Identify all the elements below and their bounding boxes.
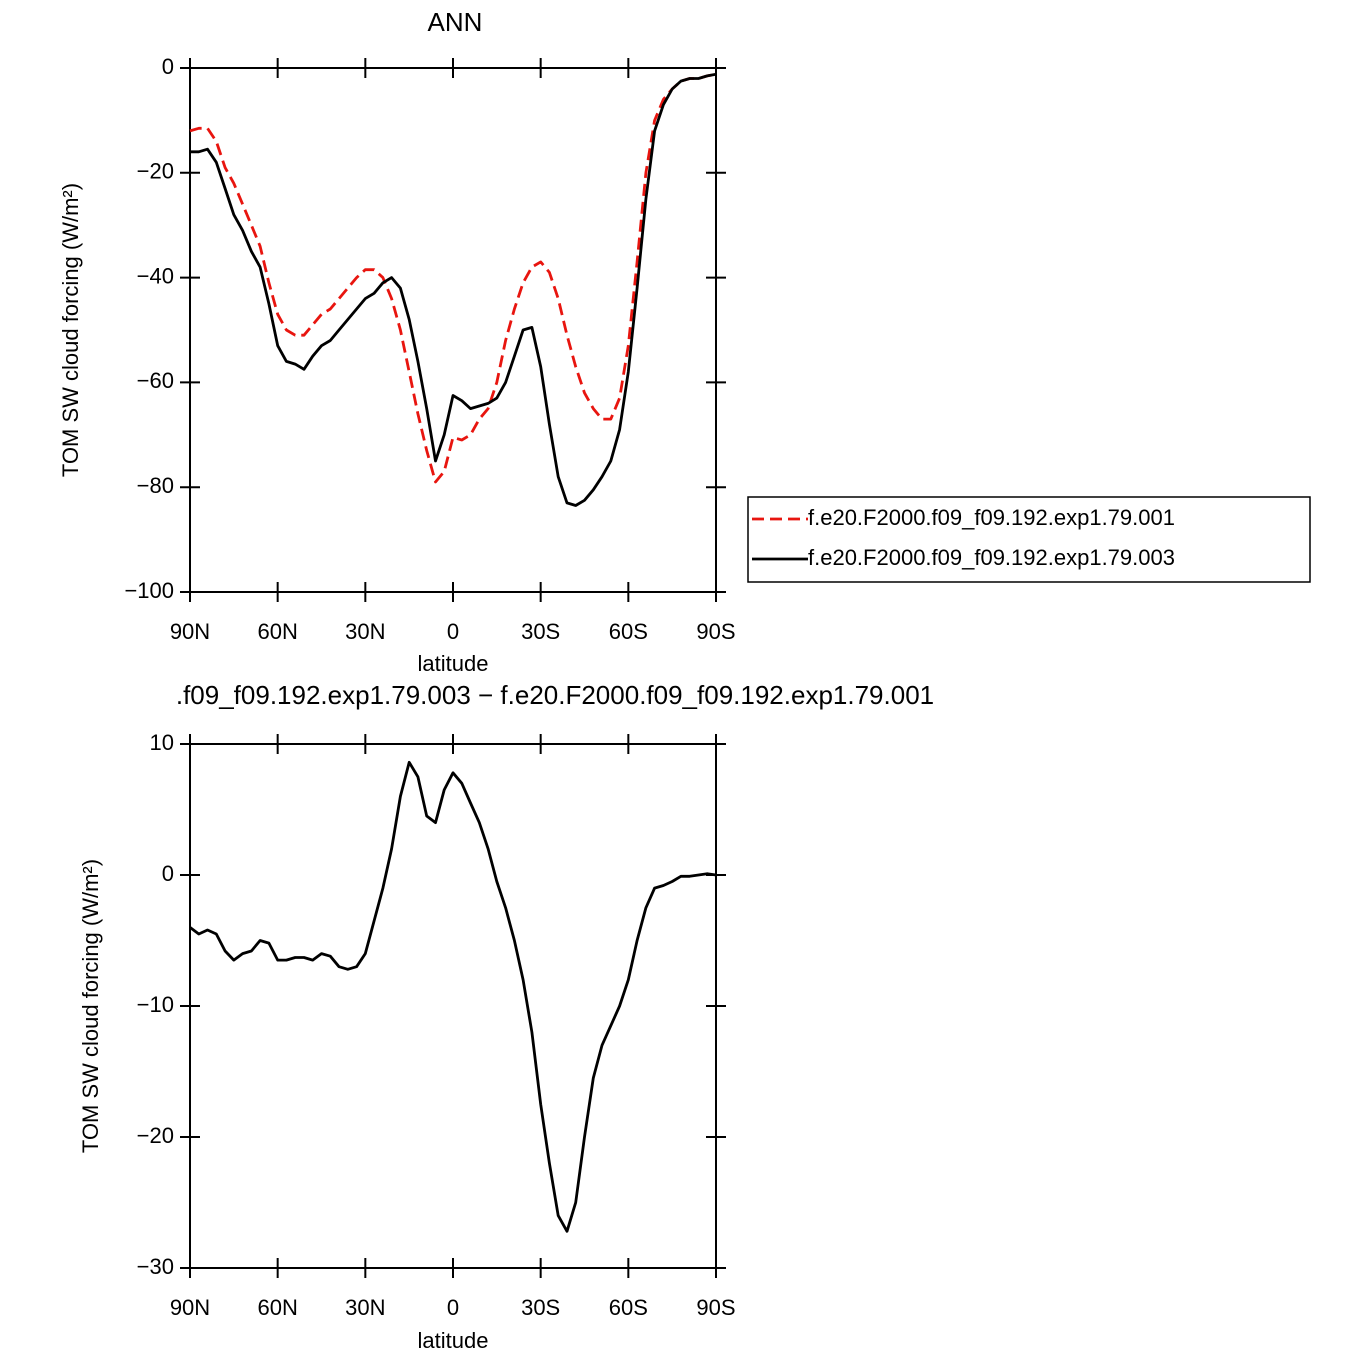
x-tick-label: 90S: [696, 619, 735, 644]
x-tick-label: 90N: [170, 1295, 210, 1320]
y-axis-label: TOM SW cloud forcing (W/m²): [78, 859, 103, 1153]
x-tick-label: 60N: [257, 1295, 297, 1320]
x-tick-label: 30N: [345, 1295, 385, 1320]
y-tick-label: −40: [137, 263, 174, 288]
legend-label: f.e20.F2000.f09_f09.192.exp1.79.001: [808, 505, 1175, 530]
y-tick-label: 10: [150, 730, 174, 755]
x-axis-label: latitude: [418, 1328, 489, 1353]
y-tick-label: −20: [137, 159, 174, 184]
x-tick-label: 0: [447, 619, 459, 644]
plot-frame: [189, 743, 717, 1269]
plot-frame: [189, 67, 717, 593]
legend-label: f.e20.F2000.f09_f09.192.exp1.79.003: [808, 545, 1175, 570]
y-tick-label: −100: [124, 578, 174, 603]
data-line: [189, 760, 717, 1233]
x-tick-label: 90N: [170, 619, 210, 644]
x-tick-label: 0: [447, 1295, 459, 1320]
y-tick-label: 0: [162, 861, 174, 886]
y-tick-label: −10: [137, 992, 174, 1017]
data-line: [190, 72, 717, 507]
y-axis-label: TOM SW cloud forcing (W/m²): [58, 183, 83, 477]
data-line: [189, 72, 717, 484]
chart-title: .f09_f09.192.exp1.79.003 − f.e20.F2000.f…: [176, 680, 934, 710]
x-tick-label: 30S: [521, 619, 560, 644]
y-tick-label: −30: [137, 1254, 174, 1279]
x-tick-label: 60S: [609, 619, 648, 644]
x-tick-label: 60S: [609, 1295, 648, 1320]
y-tick-label: −20: [137, 1123, 174, 1148]
x-tick-label: 30N: [345, 619, 385, 644]
y-tick-label: −60: [137, 368, 174, 393]
chart-title: ANN: [428, 7, 483, 37]
x-tick-label: 60N: [257, 619, 297, 644]
x-tick-label: 90S: [696, 1295, 735, 1320]
x-axis-label: latitude: [418, 651, 489, 676]
x-tick-label: 30S: [521, 1295, 560, 1320]
y-tick-label: −80: [137, 473, 174, 498]
legend-box: [747, 496, 1311, 583]
y-tick-label: 0: [162, 54, 174, 79]
